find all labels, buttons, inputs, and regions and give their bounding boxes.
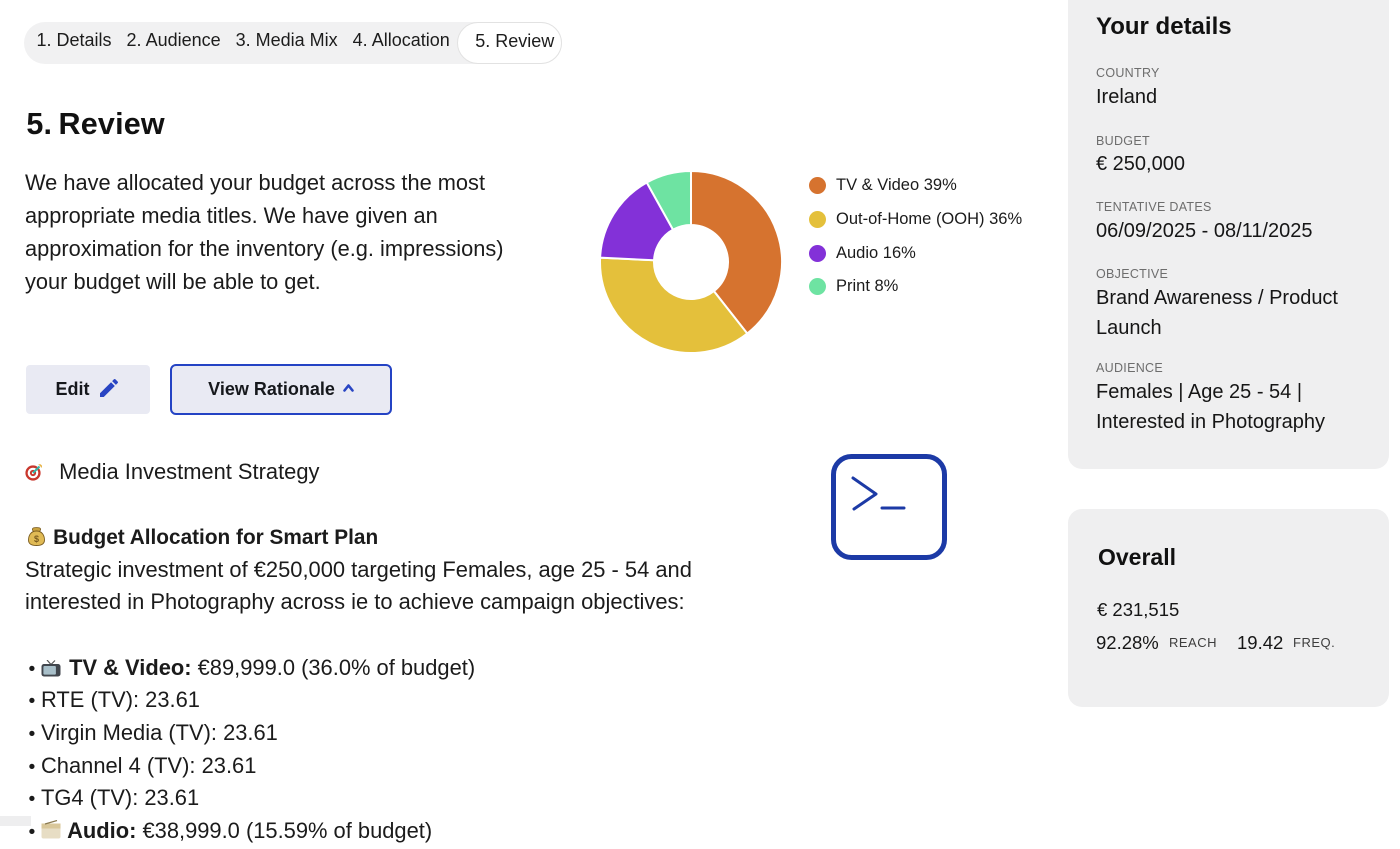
svg-text:$: $ [34, 534, 39, 544]
